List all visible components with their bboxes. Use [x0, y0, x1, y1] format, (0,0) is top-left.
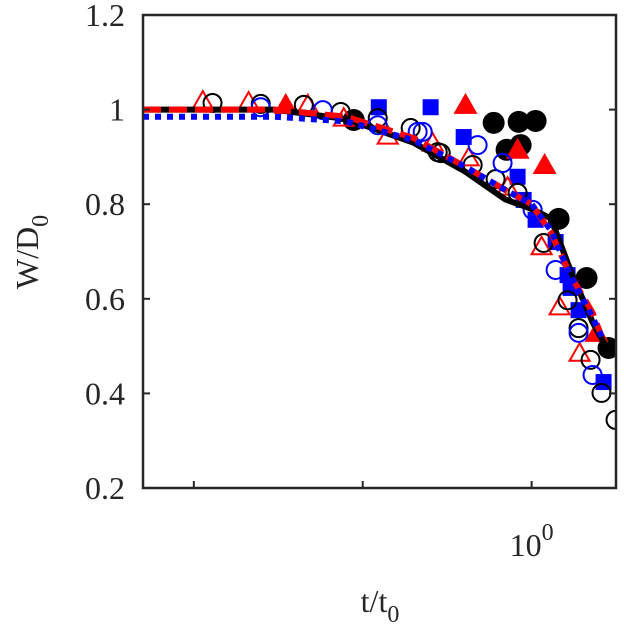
data-point-circle: [522, 199, 543, 220]
x-tick-label-exponent: 0: [542, 520, 554, 546]
x-tick-label: 100: [510, 520, 554, 563]
data-point-circle: [575, 266, 598, 289]
data-point-triangle: [505, 137, 530, 159]
data-point-circle: [482, 111, 505, 134]
x-axis-label-subscript: 0: [387, 602, 399, 628]
x-axis-label: t/t0: [361, 583, 400, 628]
data-point-circle: [557, 290, 578, 311]
data-point-circle: [467, 135, 488, 156]
data-point-circle: [568, 322, 589, 343]
y-tick-label: 0.2: [85, 470, 125, 506]
axes-box: [141, 13, 618, 490]
y-tick-label: 0.4: [85, 375, 125, 411]
data-point-square: [509, 168, 526, 185]
series-black-solid-line: [143, 106, 612, 353]
plot-marks: [143, 89, 616, 430]
x-tick-label-base: 10: [510, 527, 542, 563]
data-point-triangle: [529, 234, 554, 256]
y-tick-label: 0.6: [85, 281, 125, 317]
data-point-circle: [545, 259, 566, 280]
data-point-circle: [582, 364, 603, 385]
data-point-triangle: [547, 294, 572, 316]
plot-area: [143, 89, 616, 430]
data-point-circle: [524, 109, 547, 132]
data-point-circle: [412, 121, 433, 142]
y-axis-label: W/D0: [9, 215, 54, 289]
data-point-triangle: [532, 152, 557, 174]
y-axis-label-subscript: 0: [28, 215, 54, 227]
data-point-circle: [580, 349, 601, 370]
data-point-circle: [507, 110, 530, 133]
data-point-circle: [312, 100, 333, 121]
axes: 0.2 0.4 0.6 0.8 1 1.2 100: [85, 0, 618, 563]
data-point-circle: [568, 318, 589, 339]
y-tick-label: 1: [109, 92, 125, 128]
data-point-triangle: [453, 92, 478, 114]
data-point-circle: [492, 153, 513, 174]
y-tick-label: 0.8: [85, 186, 125, 222]
data-point-square: [455, 129, 472, 146]
series-black-filled-circles: [342, 109, 616, 359]
series-blue-dotted-line: [143, 113, 605, 338]
y-tick-label: 1.2: [85, 0, 125, 33]
data-point-square: [422, 99, 439, 116]
